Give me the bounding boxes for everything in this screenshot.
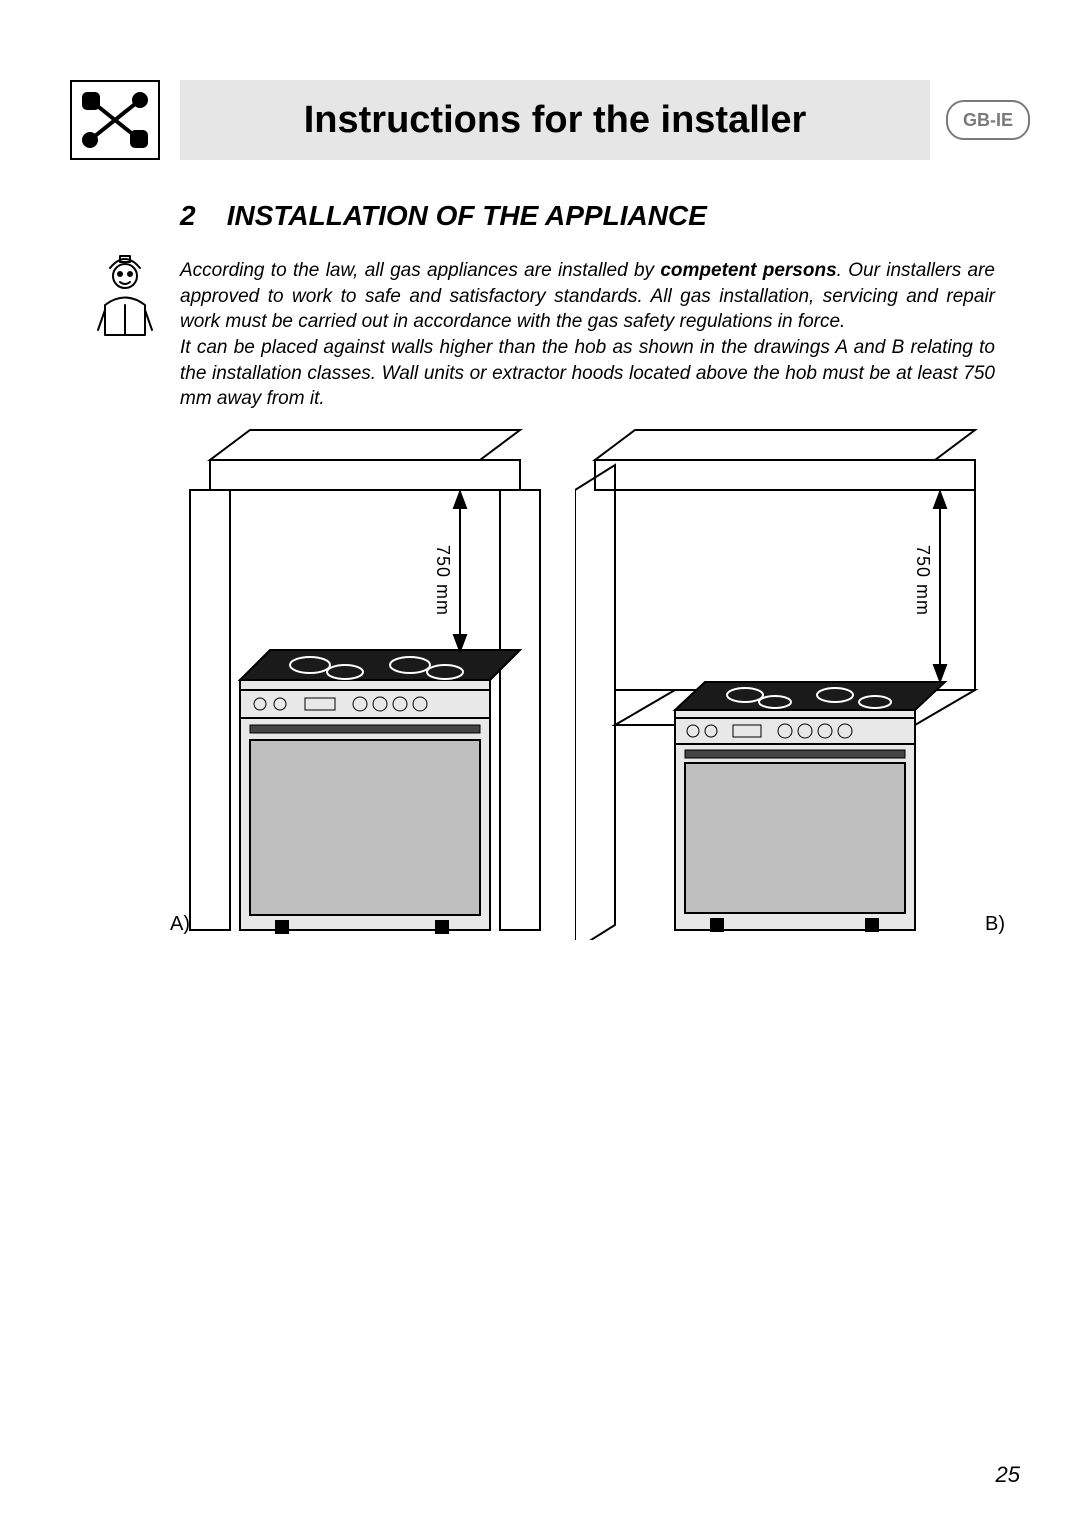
locale-badge: GB-IE [946,100,1030,140]
locale-text: GB-IE [963,110,1013,131]
diagram-a: 750 mm A) [180,420,555,940]
body-text-1: According to the law, all gas appliances… [180,260,660,281]
diagram-a-svg [180,420,555,940]
figure-b-label: B) [985,913,1005,936]
diagram-b-distance-label: 750 mm [912,545,933,616]
section-number: 2 [180,200,196,231]
installer-person-icon [90,250,160,340]
body-text-3: It can be placed against walls higher th… [180,337,995,409]
figure-a-label: A) [170,913,190,936]
page: Instructions for the installer GB-IE 2 I… [0,0,1080,1528]
header-title: Instructions for the installer [304,99,807,142]
header-row: Instructions for the installer GB-IE [0,80,1080,160]
page-number: 25 [996,1462,1020,1488]
section-heading: 2 INSTALLATION OF THE APPLIANCE [180,200,707,232]
diagrams: 750 mm A) [180,420,995,940]
diagram-b: 750 mm B) [575,420,995,940]
body-bold-phrase: competent persons [660,260,836,281]
diagram-b-svg [575,420,995,940]
installer-icon-box [90,250,160,340]
diagram-a-distance-label: 750 mm [432,545,453,616]
header-title-bar: Instructions for the installer [180,80,930,160]
wrench-x-icon [80,90,150,150]
header-icon-box [70,80,160,160]
body-text: According to the law, all gas appliances… [180,258,995,412]
section-title: INSTALLATION OF THE APPLIANCE [227,200,707,231]
